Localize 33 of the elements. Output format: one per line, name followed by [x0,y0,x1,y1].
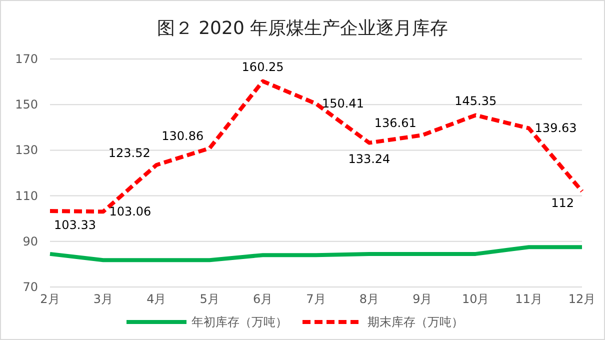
data-label: 130.86 [162,129,204,144]
x-tick-label: 2月 [40,292,60,306]
data-label: 145.35 [454,94,497,108]
y-tick-label: 130 [15,143,38,158]
data-label: 123.52 [108,146,150,160]
legend-label: 期末库存（万吨） [368,315,464,329]
x-tick-label: 3月 [93,292,114,306]
chart-title: 图２ 2020 年原煤生产企业逐月库存 [156,18,448,39]
data-label: 112 [551,196,574,210]
x-tick-label: 10月 [462,292,490,306]
x-tick-label: 4月 [146,292,166,306]
y-tick-label: 90 [22,234,38,248]
x-tick-label: 8月 [359,292,380,306]
x-tick-label: 5月 [200,292,220,306]
line-series [48,79,584,214]
y-tick-label: 70 [22,280,38,294]
data-label: 133.24 [348,152,390,166]
data-label: 103.06 [109,204,152,219]
y-tick-label: 110 [15,188,38,203]
legend-label: 年初库存（万吨） [192,315,288,329]
data-label: 139.63 [534,121,577,136]
data-label: 136.61 [374,116,416,130]
data-label: 150.41 [322,96,364,111]
line-series [48,245,584,262]
y-tick-label: 150 [15,98,38,112]
x-tick-label: 12月 [568,292,596,306]
x-tick-label: 7月 [306,292,326,306]
x-tick-label: 6月 [252,292,273,306]
data-label: 160.25 [242,60,284,74]
data-label: 103.33 [54,218,96,232]
x-tick-label: 9月 [412,292,432,306]
x-tick-label: 11月 [515,292,542,306]
y-tick-label: 170 [15,52,38,66]
